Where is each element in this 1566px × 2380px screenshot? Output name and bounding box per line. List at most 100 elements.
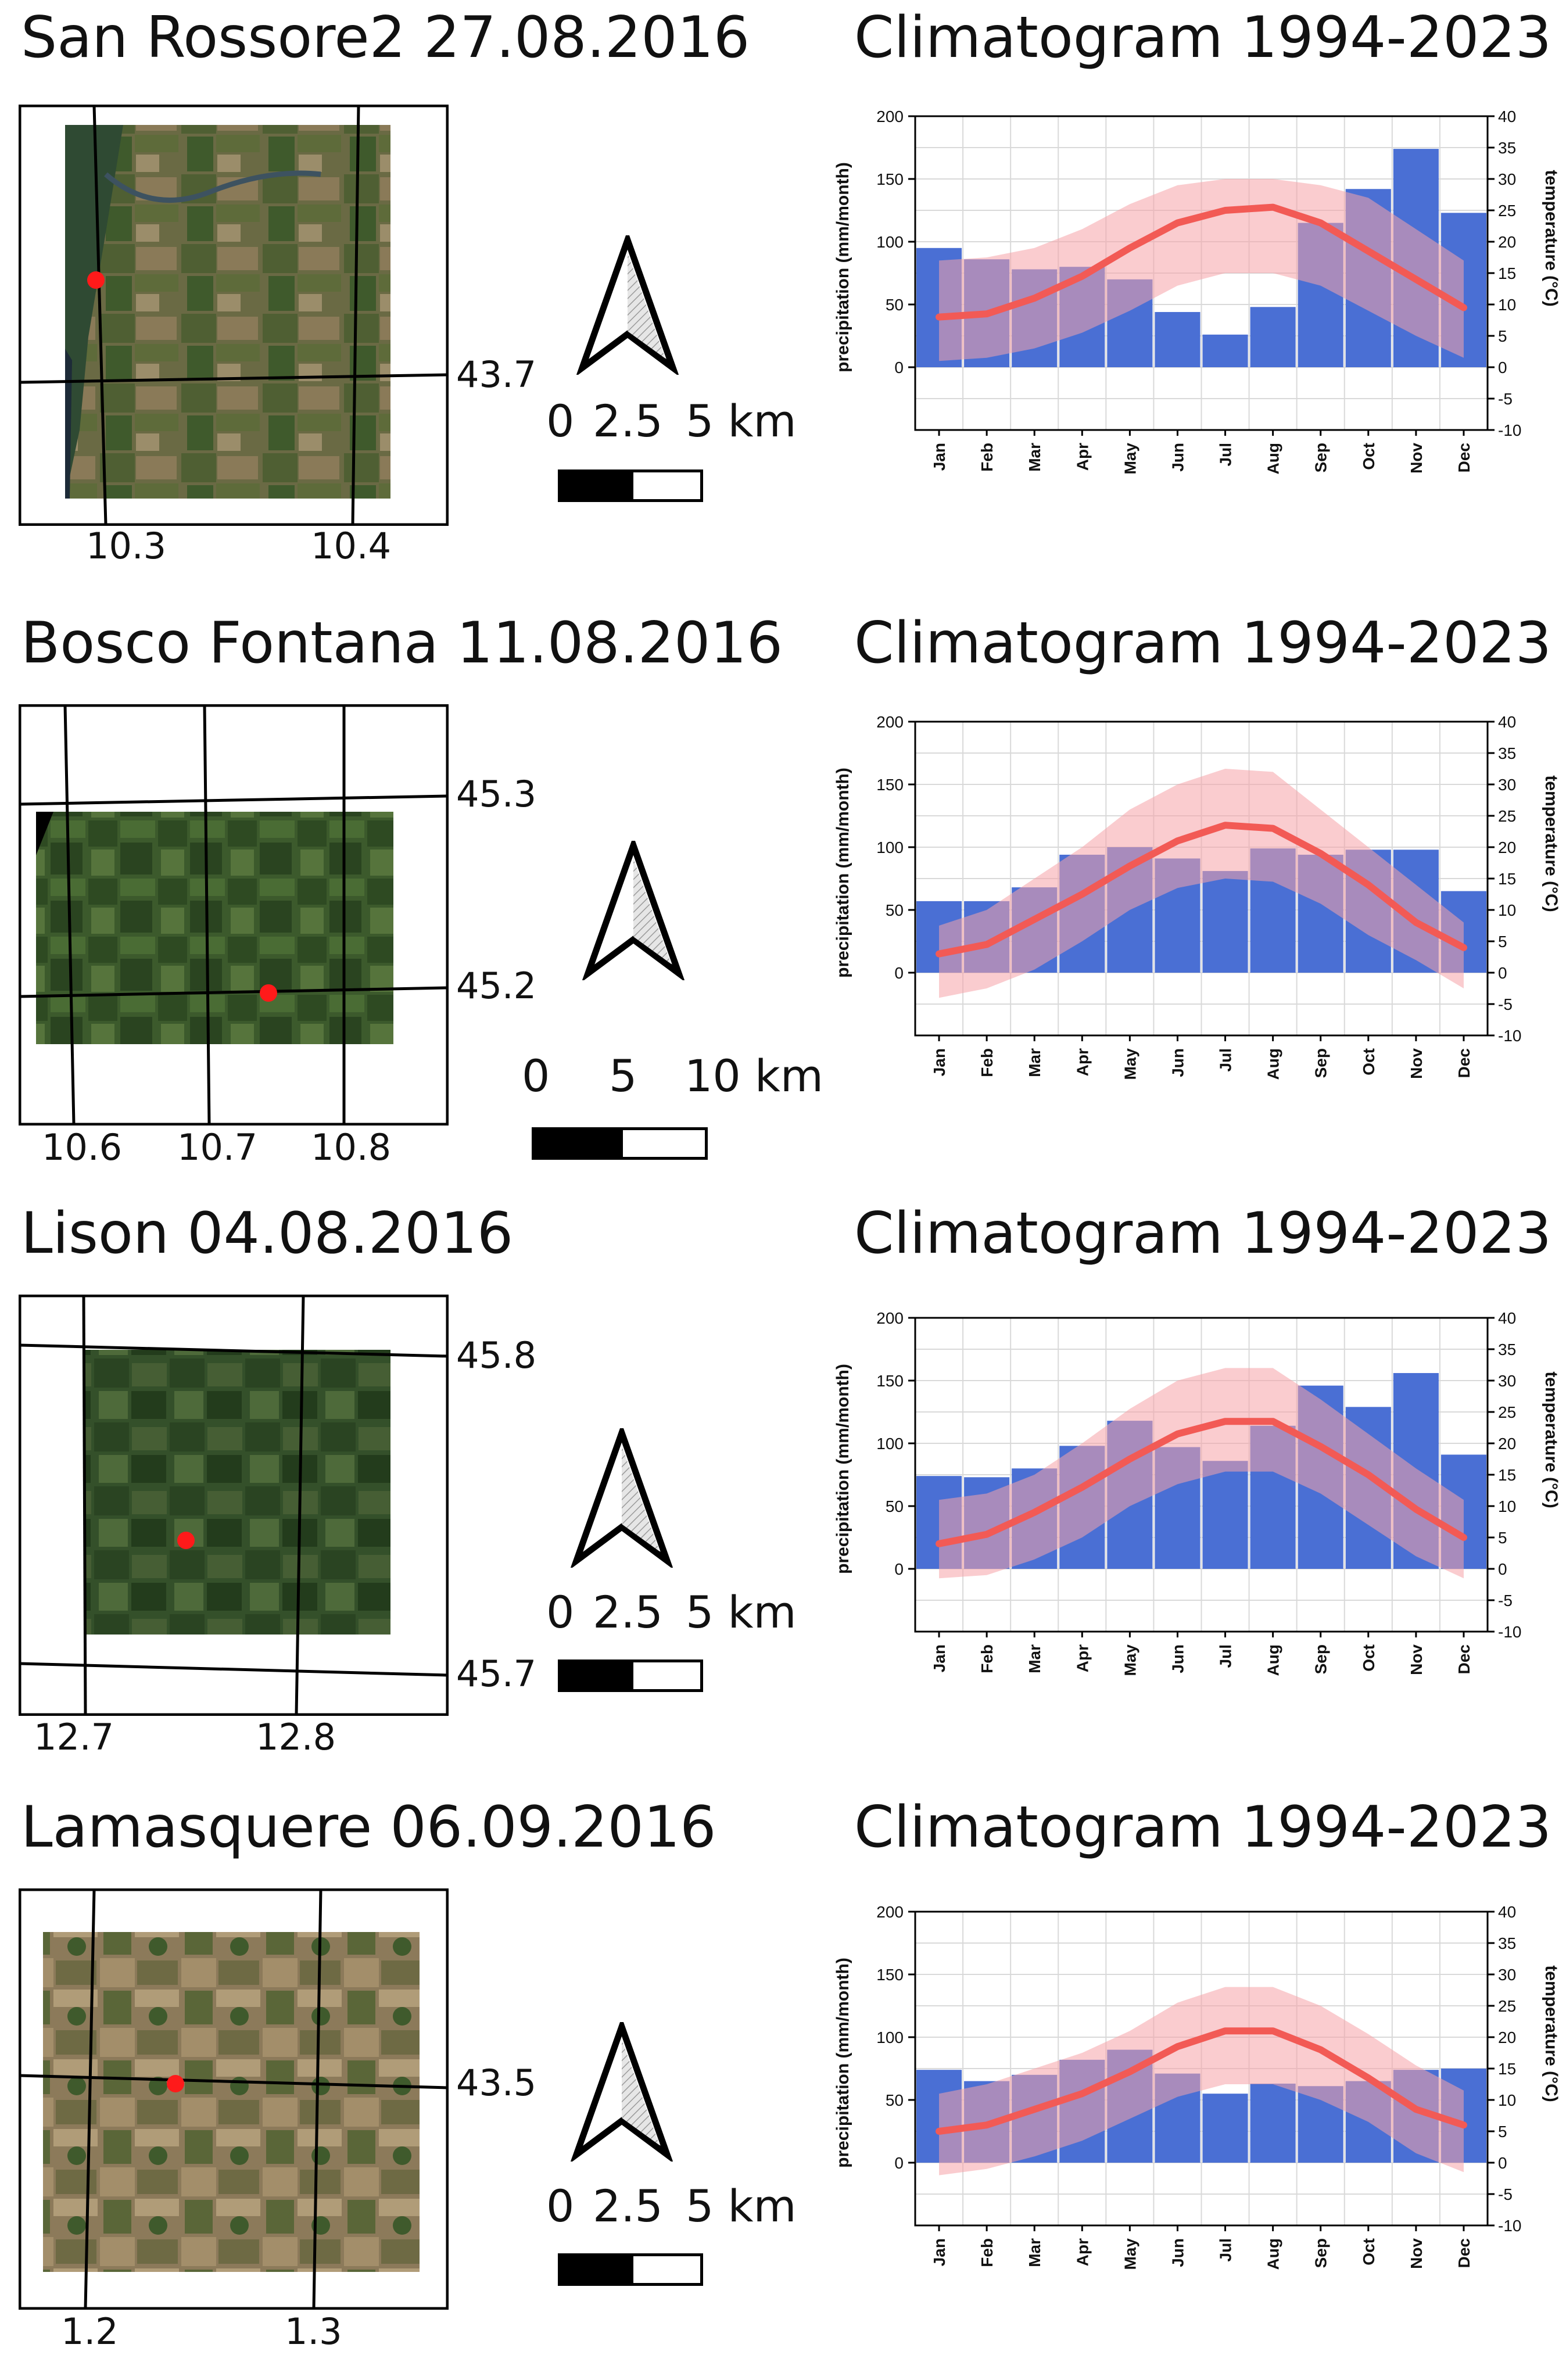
site-map	[19, 1295, 449, 1716]
scale-label: 0	[546, 2180, 575, 2232]
y2-tick-label: -10	[1498, 421, 1521, 439]
x-axis: Jan Feb Mar Apr May Jun Jul Aug Sep Oct Nov Dec	[930, 1035, 1473, 1080]
map-frame	[19, 105, 449, 526]
y-tick-label: 100	[876, 838, 904, 856]
map-frame	[19, 1295, 449, 1716]
y-axis-right: 40 35 30 25 20 15 10 5 0 -5 -10	[1488, 1309, 1521, 1641]
x-tick-label: Jan	[930, 2238, 948, 2266]
climatogram-title: Climatogram 1994-2023	[854, 1200, 1552, 1267]
y-axis-left: 200 150 100 50 0	[876, 107, 915, 377]
y-tick-label: 50	[886, 901, 904, 919]
y-tick-label: 0	[894, 359, 904, 377]
temp-mean-point	[1128, 865, 1131, 868]
temp-mean-point	[1176, 221, 1179, 224]
x-tick-label: May	[1121, 1048, 1139, 1080]
x-tick-label: Jul	[1217, 2238, 1235, 2261]
y-tick-label: 150	[876, 1372, 904, 1390]
temp-mean-point	[1033, 297, 1036, 300]
precip-bar	[1250, 2083, 1296, 2163]
parallel-line	[19, 794, 448, 806]
y-axis-title: precipitation (mm/month)	[833, 1958, 852, 2168]
x-tick-label: Oct	[1360, 1048, 1378, 1076]
temp-mean-point	[1224, 824, 1227, 827]
scale-label: 2.5	[593, 395, 663, 447]
x-tick-label: Aug	[1264, 443, 1282, 474]
y2-tick-label: 10	[1498, 296, 1516, 314]
lat-label: 45.7	[456, 1653, 537, 1695]
site-marker	[177, 1532, 195, 1549]
temp-mean-point	[1462, 306, 1465, 309]
x-tick-label: Dec	[1455, 1644, 1473, 1674]
scale-bar	[532, 1127, 708, 1160]
temp-mean-point	[1319, 1445, 1322, 1448]
y2-tick-label: 20	[1498, 2028, 1516, 2046]
climatogram-title: Climatogram 1994-2023	[854, 610, 1552, 676]
y2-tick-label: 5	[1498, 1529, 1507, 1547]
y-axis-title: precipitation (mm/month)	[833, 162, 852, 372]
image-edge	[36, 812, 53, 855]
lat-label: 45.3	[456, 773, 537, 815]
x-tick-label: Jun	[1169, 443, 1187, 472]
lon-label: 10.7	[177, 1126, 258, 1169]
y2-tick-label: 0	[1498, 359, 1507, 377]
site-map	[19, 1888, 449, 2310]
meridian-line	[63, 705, 76, 1125]
parallel-line	[19, 1343, 448, 1358]
climatogram-title: Climatogram 1994-2023	[854, 5, 1552, 71]
x-tick-label: Jun	[1169, 2238, 1187, 2267]
site-map	[19, 105, 449, 526]
panel-bosco-fontana: Bosco Fontana 11.08.2016 Climatogram 199…	[0, 605, 1566, 1196]
y-tick-label: 0	[894, 2154, 904, 2172]
x-tick-label: Jan	[930, 1048, 948, 1076]
site-marker	[87, 271, 105, 289]
x-axis: Jan Feb Mar Apr May Jun Jul Aug Sep Oct Nov Dec	[930, 2225, 1473, 2270]
panel-lamasquere: Lamasquere 06.09.2016 Climatogram 1994-2…	[0, 1790, 1566, 2380]
y-tick-label: 50	[886, 296, 904, 314]
meridian-line	[203, 705, 211, 1125]
precip-bar	[1202, 2094, 1248, 2163]
temp-mean-point	[1176, 840, 1179, 843]
temp-mean-point	[986, 943, 988, 946]
x-axis: Jan Feb Mar Apr May Jun Jul Aug Sep Oct Nov Dec	[930, 1632, 1473, 1676]
y2-tick-label: -5	[1498, 1592, 1513, 1610]
x-tick-label: Sep	[1312, 1048, 1330, 1078]
x-tick-label: Feb	[978, 2238, 996, 2267]
temp-range-band	[939, 1987, 1464, 2175]
y2-tick-label: 20	[1498, 233, 1516, 251]
x-tick-label: Nov	[1407, 443, 1425, 474]
temp-mean-point	[1367, 2077, 1370, 2080]
y2-tick-label: 5	[1498, 327, 1507, 345]
y-tick-label: 0	[894, 964, 904, 982]
x-tick-label: Apr	[1073, 443, 1091, 471]
y2-tick-label: -5	[1498, 390, 1513, 408]
y-tick-label: 100	[876, 233, 904, 251]
site-title: San Rossore2 27.08.2016	[21, 5, 750, 71]
lon-label: 1.2	[61, 2310, 119, 2353]
climatogram-title: Climatogram 1994-2023	[854, 1794, 1552, 1861]
temp-mean-point	[1462, 1536, 1465, 1539]
y-axis-right: 40 35 30 25 20 15 10 5 0 -5 -10	[1488, 1903, 1521, 2235]
y2-tick-label: 5	[1498, 933, 1507, 951]
temp-mean-point	[1462, 2124, 1465, 2127]
y2-tick-label: 20	[1498, 838, 1516, 856]
y2-tick-label: 10	[1498, 1497, 1516, 1515]
lon-label: 10.3	[86, 525, 167, 567]
x-tick-label: Dec	[1455, 443, 1473, 472]
scale-label: 0	[546, 1586, 575, 1638]
scale-labels: 0 2.5 5 km	[546, 395, 797, 447]
temp-mean-point	[986, 2124, 988, 2127]
meridian-line	[92, 105, 107, 525]
scale-label: 5 km	[686, 2180, 797, 2232]
temp-mean-point	[1414, 921, 1417, 924]
scale-bar	[558, 469, 703, 502]
temp-mean-point	[986, 1533, 988, 1536]
temp-mean-point	[1081, 2092, 1084, 2095]
precip-bar	[1250, 307, 1296, 367]
temp-mean-point	[1319, 221, 1322, 224]
scale-label: 2.5	[593, 2180, 663, 2232]
x-tick-label: Feb	[978, 443, 996, 472]
temp-mean-point	[1367, 250, 1370, 253]
scale-bar	[558, 1659, 703, 1692]
lat-label: 43.7	[456, 353, 537, 396]
